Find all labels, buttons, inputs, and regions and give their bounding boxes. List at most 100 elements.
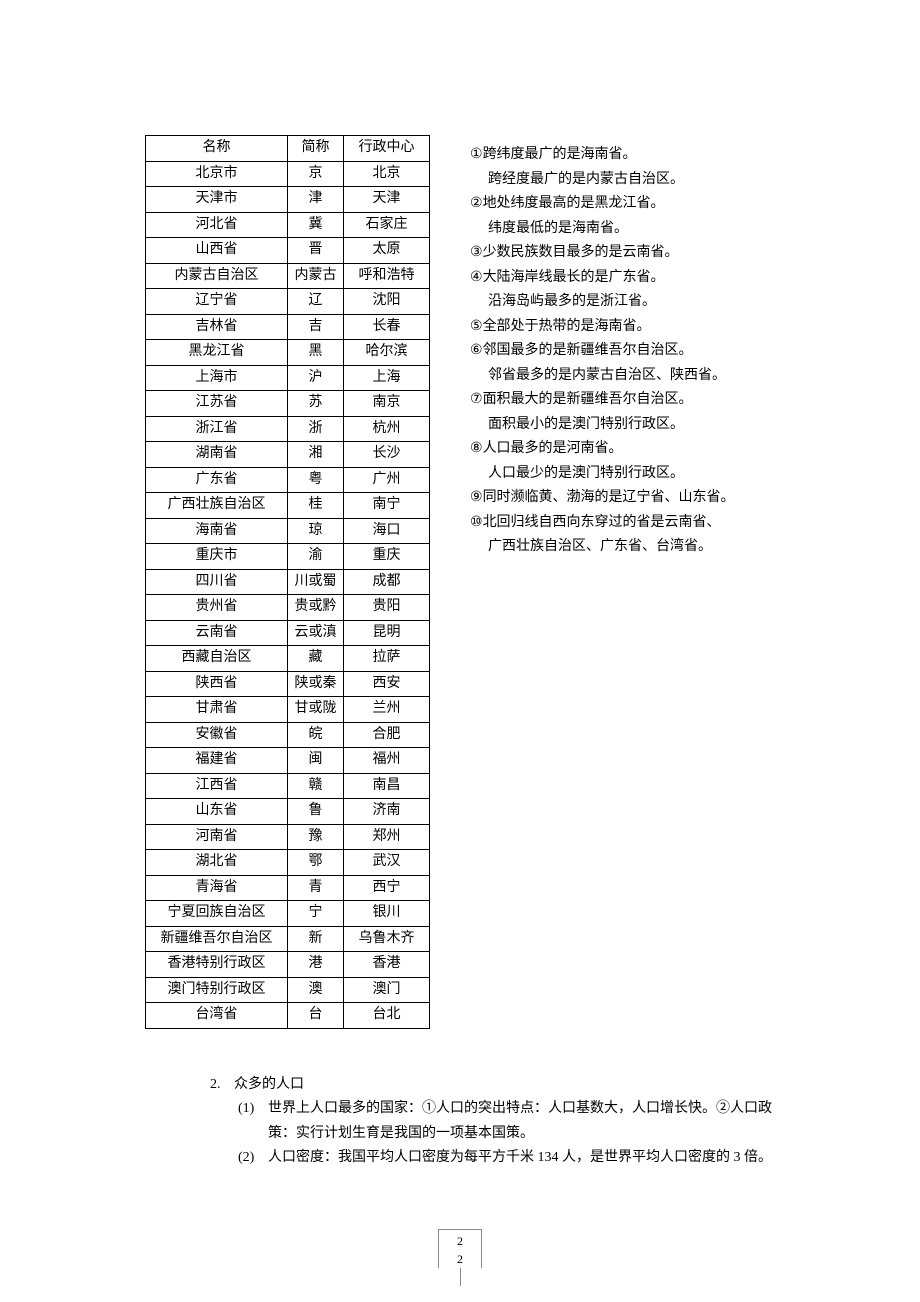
section-2-item: (2)人口密度：我国平均人口密度为每平方千米 134 人，是世界平均人口密度的 …: [210, 1146, 790, 1171]
fact-text: 同时濒临黄、渤海的是辽宁省、山东省。: [483, 486, 735, 511]
table-cell: 杭州: [344, 416, 430, 442]
table-cell: 贵州省: [146, 595, 288, 621]
table-header-row: 名称 简称 行政中心: [146, 136, 430, 162]
table-cell: 桂: [288, 493, 344, 519]
table-cell: 河南省: [146, 824, 288, 850]
table-row: 天津市津天津: [146, 187, 430, 213]
col-header-abbr: 简称: [288, 136, 344, 162]
table-row: 吉林省吉长春: [146, 314, 430, 340]
table-cell: 重庆: [344, 544, 430, 570]
col-header-name: 名称: [146, 136, 288, 162]
page-footer: 2 2: [438, 1229, 482, 1286]
table-row: 湖北省鄂武汉: [146, 850, 430, 876]
table-cell: 郑州: [344, 824, 430, 850]
col-header-capital: 行政中心: [344, 136, 430, 162]
page-number-1: 2: [439, 1232, 481, 1250]
table-cell: 青海省: [146, 875, 288, 901]
table-row: 安徽省皖合肥: [146, 722, 430, 748]
table-row: 山东省鲁济南: [146, 799, 430, 825]
table-cell: 山西省: [146, 238, 288, 264]
table-cell: 昆明: [344, 620, 430, 646]
section-2-item: (1)世界上人口最多的国家：①人口的突出特点：人口基数大，人口增长快。②人口政策…: [210, 1097, 790, 1146]
table-cell: 宁: [288, 901, 344, 927]
table-cell: 皖: [288, 722, 344, 748]
fact-number: ⑩: [470, 511, 483, 536]
fact-number: ③: [470, 241, 483, 266]
table-cell: 广州: [344, 467, 430, 493]
table-cell: 内蒙古自治区: [146, 263, 288, 289]
fact-number: ①: [470, 143, 483, 168]
fact-text: 北回归线自西向东穿过的省是云南省、: [483, 511, 721, 536]
fact-text: 跨纬度最广的是海南省。: [483, 143, 637, 168]
fact-item: ⑨同时濒临黄、渤海的是辽宁省、山东省。: [470, 486, 790, 511]
table-row: 陕西省陕或秦西安: [146, 671, 430, 697]
table-row: 福建省闽福州: [146, 748, 430, 774]
table-cell: 云南省: [146, 620, 288, 646]
table-cell: 新: [288, 926, 344, 952]
table-cell: 浙: [288, 416, 344, 442]
table-cell: 赣: [288, 773, 344, 799]
table-row: 海南省琼海口: [146, 518, 430, 544]
fact-text: 少数民族数目最多的是云南省。: [483, 241, 679, 266]
table-row: 宁夏回族自治区宁银川: [146, 901, 430, 927]
fact-item: ⑩北回归线自西向东穿过的省是云南省、: [470, 511, 790, 536]
table-row: 黑龙江省黑哈尔滨: [146, 340, 430, 366]
fact-number: ⑦: [470, 388, 483, 413]
table-row: 四川省川或蜀成都: [146, 569, 430, 595]
table-cell: 藏: [288, 646, 344, 672]
section-2-item-number: (2): [238, 1146, 268, 1171]
fact-text: 大陆海岸线最长的是广东省。: [483, 266, 665, 291]
fact-number: ④: [470, 266, 483, 291]
table-cell: 鲁: [288, 799, 344, 825]
table-row: 山西省晋太原: [146, 238, 430, 264]
table-cell: 甘肃省: [146, 697, 288, 723]
fact-text: 地处纬度最高的是黑龙江省。: [483, 192, 665, 217]
fact-item: ④大陆海岸线最长的是广东省。: [470, 266, 790, 291]
table-cell: 湖南省: [146, 442, 288, 468]
page-tail-line: [460, 1268, 461, 1286]
table-cell: 川或蜀: [288, 569, 344, 595]
table-cell: 京: [288, 161, 344, 187]
table-cell: 香港: [344, 952, 430, 978]
table-cell: 青: [288, 875, 344, 901]
fact-sub-text: 人口最少的是澳门特别行政区。: [470, 462, 790, 487]
table-cell: 广东省: [146, 467, 288, 493]
table-cell: 港: [288, 952, 344, 978]
fact-item: ⑥邻国最多的是新疆维吾尔自治区。: [470, 339, 790, 364]
table-cell: 福建省: [146, 748, 288, 774]
table-cell: 辽: [288, 289, 344, 315]
fact-text: 面积最大的是新疆维吾尔自治区。: [483, 388, 693, 413]
table-cell: 上海: [344, 365, 430, 391]
table-row: 香港特别行政区港香港: [146, 952, 430, 978]
table-cell: 南昌: [344, 773, 430, 799]
fact-number: ⑧: [470, 437, 483, 462]
table-cell: 粤: [288, 467, 344, 493]
table-cell: 津: [288, 187, 344, 213]
fact-number: ⑥: [470, 339, 483, 364]
table-cell: 贵或黔: [288, 595, 344, 621]
table-row: 广东省粤广州: [146, 467, 430, 493]
table-row: 河北省冀石家庄: [146, 212, 430, 238]
table-cell: 天津市: [146, 187, 288, 213]
fact-sub-text: 跨经度最广的是内蒙古自治区。: [470, 168, 790, 193]
fact-sub-text: 邻省最多的是内蒙古自治区、陕西省。: [470, 364, 790, 389]
table-cell: 南京: [344, 391, 430, 417]
table-cell: 北京市: [146, 161, 288, 187]
table-cell: 香港特别行政区: [146, 952, 288, 978]
table-row: 广西壮族自治区桂南宁: [146, 493, 430, 519]
provinces-table-wrapper: 名称 简称 行政中心 北京市京北京天津市津天津河北省冀石家庄山西省晋太原内蒙古自…: [145, 135, 430, 1029]
table-cell: 黑龙江省: [146, 340, 288, 366]
fact-sub-text: 广西壮族自治区、广东省、台湾省。: [470, 535, 790, 560]
table-cell: 石家庄: [344, 212, 430, 238]
section-2: 2. 众多的人口 (1)世界上人口最多的国家：①人口的突出特点：人口基数大，人口…: [0, 1029, 920, 1171]
section-2-item-text: 世界上人口最多的国家：①人口的突出特点：人口基数大，人口增长快。②人口政策：实行…: [268, 1097, 790, 1146]
table-cell: 河北省: [146, 212, 288, 238]
section-2-item-number: (1): [238, 1097, 268, 1146]
table-row: 辽宁省辽沈阳: [146, 289, 430, 315]
table-cell: 苏: [288, 391, 344, 417]
table-row: 甘肃省甘或陇兰州: [146, 697, 430, 723]
fact-sub-text: 面积最小的是澳门特别行政区。: [470, 413, 790, 438]
table-cell: 兰州: [344, 697, 430, 723]
table-cell: 上海市: [146, 365, 288, 391]
table-cell: 冀: [288, 212, 344, 238]
